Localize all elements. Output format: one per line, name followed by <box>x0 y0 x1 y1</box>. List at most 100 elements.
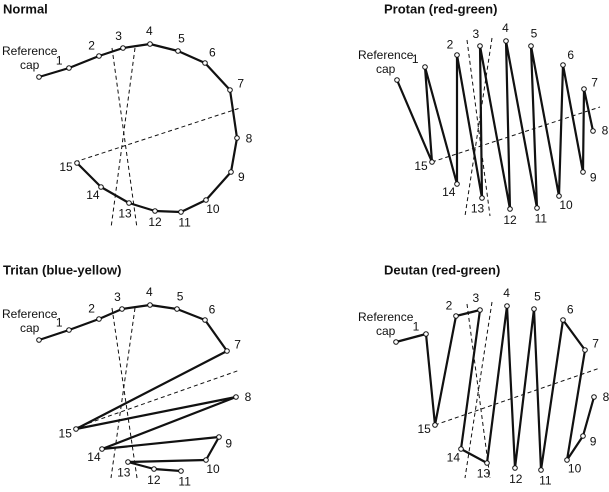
cap-marker <box>393 339 399 345</box>
cap-marker <box>507 206 513 212</box>
cap-marker <box>36 74 42 80</box>
cap-marker <box>556 193 562 199</box>
cap-marker <box>422 64 428 70</box>
confusion-axis <box>74 369 241 429</box>
cap-number: 2 <box>446 298 453 312</box>
cap-marker <box>228 169 234 175</box>
cap-number: 3 <box>114 290 121 304</box>
cap-marker <box>477 307 483 313</box>
cap-number: 2 <box>88 302 95 316</box>
cap-number: 10 <box>206 202 220 216</box>
cap-number: 5 <box>177 290 184 304</box>
cap-marker <box>227 87 233 93</box>
cap-number: 8 <box>602 124 609 138</box>
cap-marker <box>560 317 566 323</box>
cap-sequence <box>38 303 238 473</box>
cap-number: 7 <box>592 337 599 351</box>
cap-marker <box>429 159 435 165</box>
confusion-axis <box>464 37 493 217</box>
cap-number: 2 <box>447 37 454 51</box>
confusion-axis <box>110 47 136 229</box>
cap-number: 6 <box>209 302 216 316</box>
confusion-axis <box>466 39 491 217</box>
confusion-axis <box>74 107 241 163</box>
cap-marker <box>454 181 460 187</box>
cap-marker <box>591 394 597 400</box>
cap-marker <box>590 128 596 134</box>
cap-number: 9 <box>238 170 245 184</box>
cap-number: 14 <box>86 188 100 202</box>
cap-sequence <box>395 39 595 211</box>
cap-marker <box>534 205 540 211</box>
cap-number: 3 <box>472 291 479 305</box>
confusion-axis <box>111 307 138 479</box>
cap-marker <box>504 303 510 309</box>
cap-number: 6 <box>567 303 574 317</box>
confusion-axis <box>434 367 601 426</box>
cap-number: 14 <box>447 450 461 464</box>
cap-marker <box>581 86 587 92</box>
cap-marker <box>178 468 184 474</box>
cap-marker <box>580 433 586 439</box>
cap-number: 11 <box>539 473 552 487</box>
cap-marker <box>454 52 460 58</box>
confusion-axis <box>110 307 136 479</box>
cap-number: 6 <box>567 48 574 62</box>
cap-number: 1 <box>413 320 420 334</box>
cap-number: 5 <box>178 32 185 46</box>
cap-number: 4 <box>146 285 153 299</box>
cap-marker <box>224 348 230 354</box>
panel-title: Normal <box>3 1 48 16</box>
cap-number: 1 <box>56 53 63 67</box>
cap-marker <box>580 169 586 175</box>
cap-number: 13 <box>471 201 485 215</box>
cap-marker <box>119 306 125 312</box>
cap-sequence <box>38 42 239 214</box>
cap-marker <box>66 327 72 333</box>
cap-sequence <box>395 304 596 472</box>
cap-marker <box>203 457 209 463</box>
cap-number: 12 <box>147 473 161 487</box>
cap-number: 10 <box>568 461 582 475</box>
cap-marker <box>147 41 153 47</box>
cap-marker <box>432 422 438 428</box>
cap-number: 6 <box>209 46 216 60</box>
reference-label: cap <box>376 62 396 76</box>
cap-marker <box>66 65 72 71</box>
cap-marker <box>120 45 126 51</box>
cap-number: 8 <box>245 390 252 404</box>
cap-number: 4 <box>146 24 153 38</box>
cap-marker <box>234 135 240 141</box>
cap-number: 11 <box>535 212 548 226</box>
cap-marker <box>564 457 570 463</box>
cap-number: 8 <box>603 390 609 404</box>
cap-marker <box>394 77 400 83</box>
cap-marker <box>125 459 131 465</box>
cap-marker <box>74 160 80 166</box>
cap-marker <box>96 53 102 59</box>
cap-marker <box>233 394 239 400</box>
cap-number: 9 <box>225 436 232 450</box>
cap-number: 13 <box>477 467 491 481</box>
cap-marker <box>479 195 485 201</box>
cap-marker <box>528 43 534 49</box>
cap-number: 1 <box>412 52 419 66</box>
cap-number: 15 <box>417 422 431 436</box>
cap-marker <box>453 313 459 319</box>
cap-marker <box>512 465 518 471</box>
cap-marker <box>151 466 157 472</box>
cap-number: 13 <box>118 207 132 221</box>
cap-number: 10 <box>559 198 573 212</box>
cap-marker <box>99 446 105 452</box>
cap-number: 1 <box>56 315 63 329</box>
cap-number: 4 <box>502 21 509 35</box>
cap-marker <box>96 316 102 322</box>
panel-title: Deutan (red-green) <box>384 262 500 277</box>
cap-marker <box>202 317 208 323</box>
cap-marker <box>484 460 490 466</box>
cap-marker <box>178 209 184 215</box>
cap-marker <box>531 306 537 312</box>
cap-number: 5 <box>534 290 541 304</box>
reference-label: cap <box>20 321 40 335</box>
